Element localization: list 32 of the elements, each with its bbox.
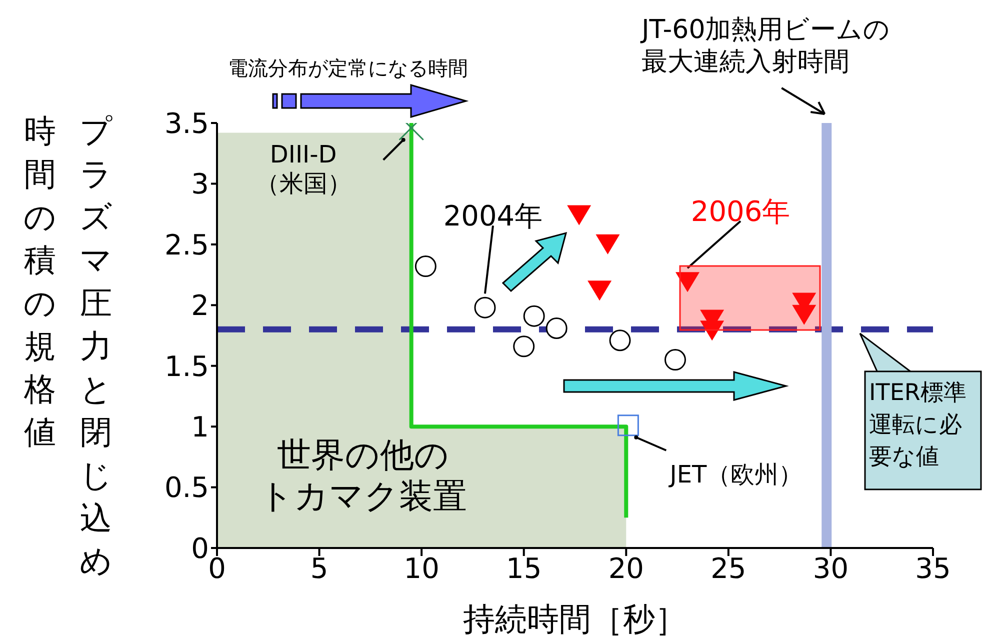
y-tick-label: 1.5 <box>164 350 209 383</box>
point <box>676 272 700 292</box>
y-tick-label: 2.5 <box>164 228 209 262</box>
x-tick-label: 20 <box>608 552 644 585</box>
y-tick-label: 1 <box>191 410 209 444</box>
x-tick-label: 5 <box>310 552 328 585</box>
point <box>546 317 568 339</box>
x-tick-label: 15 <box>506 552 542 585</box>
y-tick-label: 3 <box>191 168 209 201</box>
annotation: DIII-D （米国） <box>255 140 352 197</box>
ref-line-label: ITER標準運転に必要な値 <box>868 379 968 472</box>
point <box>588 280 612 301</box>
x-tick-label: 10 <box>404 552 440 585</box>
point <box>792 304 816 325</box>
x-tick-label: 30 <box>812 552 849 585</box>
x-tick-label: 35 <box>915 552 951 585</box>
annotation: 2004年 <box>443 199 543 232</box>
annotation: 2006年 <box>690 194 790 228</box>
y-tick-label: 2 <box>191 289 209 322</box>
text: 電流分布が定常になる時間 <box>228 56 468 80</box>
text: プラズマ圧力と閉じ込め時間の積の規格値 <box>24 112 112 580</box>
point <box>617 414 639 436</box>
x-axis-title: 持続時間［秒］ <box>462 599 688 638</box>
annotation: 世界の他のトカマク装置 <box>259 436 467 517</box>
point <box>567 205 592 226</box>
ref-line-label: JT-60加熱用ビームの最大連続入射時間 <box>642 14 892 78</box>
point <box>596 234 620 254</box>
point <box>700 320 724 341</box>
x-tick-label: 25 <box>710 552 746 585</box>
y-tick-label: 3.5 <box>164 106 209 140</box>
annotation: JET（欧州） <box>668 460 803 488</box>
y-tick-label: 0.5 <box>164 471 209 504</box>
